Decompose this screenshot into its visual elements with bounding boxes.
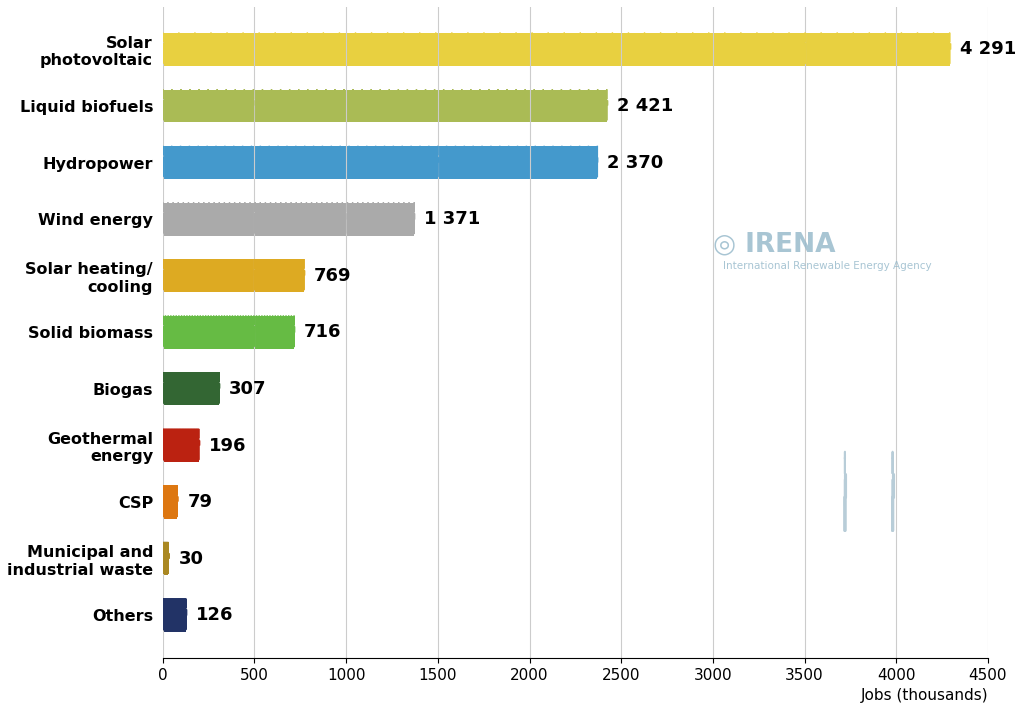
Text: 196: 196: [209, 437, 247, 454]
Bar: [163, 486, 177, 518]
Bar: [163, 599, 186, 632]
Text: 769: 769: [314, 267, 351, 285]
Text: 30: 30: [178, 550, 204, 568]
Text: ◎ IRENA: ◎ IRENA: [713, 231, 836, 258]
Bar: [163, 146, 597, 179]
Text: 79: 79: [187, 493, 212, 511]
Text: 1 371: 1 371: [424, 210, 480, 228]
Text: 126: 126: [196, 606, 233, 624]
Bar: [163, 259, 304, 293]
Text: 716: 716: [304, 323, 342, 342]
Bar: [163, 203, 414, 236]
Bar: [163, 542, 168, 575]
Text: 4 291: 4 291: [959, 40, 1016, 58]
Text: 2 370: 2 370: [607, 153, 664, 172]
X-axis label: Jobs (thousands): Jobs (thousands): [860, 688, 988, 703]
Bar: [163, 429, 199, 462]
Text: International Renewable Energy Agency: International Renewable Energy Agency: [723, 261, 932, 271]
Bar: [163, 373, 219, 405]
Bar: [163, 89, 607, 122]
Bar: [163, 316, 294, 349]
Bar: [163, 33, 949, 66]
Text: 2 421: 2 421: [616, 97, 673, 115]
Text: 307: 307: [229, 380, 266, 398]
